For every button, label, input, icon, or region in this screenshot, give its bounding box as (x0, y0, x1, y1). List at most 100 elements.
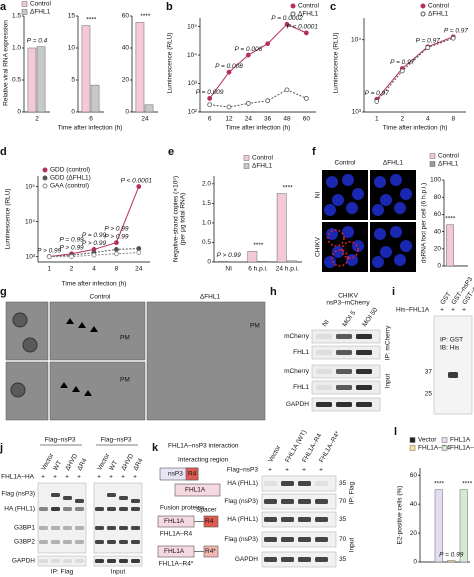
y-tick-label: 5 (71, 77, 75, 84)
nucleus (346, 202, 358, 214)
header: nsP3–mCherry (326, 300, 370, 307)
annotation: P < 0.0001 (287, 24, 319, 31)
annotation: **** (434, 480, 445, 487)
row-label: HA (FHL1) (227, 480, 258, 487)
arrowhead (84, 390, 92, 396)
blot-band (315, 557, 328, 562)
blot-band (51, 493, 60, 497)
blot-band (315, 481, 328, 486)
blot (37, 555, 87, 567)
blot-band (316, 402, 332, 407)
annotation: P = 0.97 (365, 90, 390, 97)
y-tick-label: 40 (410, 501, 418, 508)
nucleus (394, 202, 406, 214)
lane-label: GST (439, 291, 452, 306)
y-tick-label: 10³ (188, 80, 198, 87)
y-tick-label: 0 (71, 109, 75, 116)
point (450, 35, 456, 41)
pm-label: PM (250, 323, 260, 330)
row-label: Flag (nsP3) (224, 498, 258, 505)
lane-label: MOI 50 (361, 306, 379, 328)
y-axis-label: Relative viral RNA expression (3, 20, 10, 106)
x-axis-label: Time after infection (h) (226, 125, 291, 132)
blot-band (298, 537, 311, 542)
pm-label: PM (120, 377, 130, 384)
group-label: Input (349, 538, 356, 553)
marker: 70 (339, 498, 347, 505)
plus: + (319, 467, 323, 474)
y-tick-label: 10 (68, 45, 76, 52)
series-line (49, 248, 139, 258)
em-image (49, 361, 146, 421)
point (136, 184, 142, 189)
y-tick-label: 0 (17, 109, 21, 116)
column-label: ΔFHL1 (200, 294, 221, 301)
point (136, 250, 142, 255)
blot-band (264, 499, 277, 504)
point (114, 251, 119, 257)
y-tick-label: 1.5 (12, 13, 21, 20)
legend-label: ΔFHL1 (428, 11, 449, 18)
annotation: P > 0.99 (82, 240, 107, 247)
x-tick-label: 6 (89, 116, 93, 123)
x-tick-label: 36 (264, 116, 272, 123)
point (265, 98, 271, 104)
y-tick-label: 40 (122, 45, 130, 52)
legend-label: Control (428, 3, 450, 10)
blot-band (119, 496, 128, 500)
legend-label: GAA (control) (50, 183, 89, 190)
point (207, 96, 213, 101)
construct-label: FHL1A–R4* (159, 561, 194, 568)
nucleus (352, 240, 364, 252)
y-tick-label: 2.0 (202, 181, 211, 188)
blot-band (75, 499, 84, 503)
plus: + (53, 474, 57, 481)
point (114, 247, 119, 252)
dsrna-signal (331, 249, 349, 267)
note: IP: GST (440, 337, 463, 344)
nucleus (342, 226, 354, 238)
legend-marker (441, 445, 448, 451)
box-label: R4 (188, 471, 197, 478)
header: CHIKV (338, 293, 359, 300)
blot-band (107, 493, 116, 497)
probe-label: FHL1A–HA (1, 474, 35, 481)
blot-band (119, 559, 128, 563)
bar (447, 560, 456, 563)
blot-band (448, 372, 458, 378)
x-tick-label: 24 h.p.i. (276, 266, 299, 273)
series-line (376, 36, 454, 100)
plus: + (109, 474, 113, 481)
legend-marker (42, 167, 48, 173)
plus: + (65, 474, 69, 481)
x-tick-label: 24 (141, 116, 149, 123)
row-label: NI (315, 192, 322, 199)
y-tick-label: 10⁴ (187, 52, 197, 59)
y-tick-label: 20 (410, 530, 418, 537)
legend-marker (429, 153, 436, 159)
nucleus (390, 226, 402, 238)
legend-label: FHL1A (450, 437, 471, 444)
header: Flag–nsP3 (44, 437, 75, 444)
fusion-label: Fusion proteins (160, 505, 205, 512)
blot-band (63, 540, 72, 544)
blot-band (119, 526, 128, 530)
blot-band (298, 517, 311, 522)
nucleus (372, 204, 384, 216)
plus: + (268, 467, 272, 474)
lane-label: Vector (267, 444, 283, 464)
annotation: **** (445, 215, 456, 222)
blot-band (336, 334, 352, 339)
bar (135, 22, 145, 113)
legend-marker (420, 11, 426, 17)
y-tick-label: 100 (430, 177, 441, 184)
y-tick-label: 0.5 (202, 239, 211, 246)
y-tick-label: 10² (188, 109, 198, 116)
legend-marker (243, 163, 250, 169)
row-label: Flag (nsP3) (224, 536, 258, 543)
blot-band (75, 540, 84, 544)
group-label: IP: Flag (51, 569, 74, 576)
diagram-box (203, 545, 219, 558)
x-tick-label: 2 (400, 116, 404, 123)
column-label: Control (335, 160, 357, 167)
